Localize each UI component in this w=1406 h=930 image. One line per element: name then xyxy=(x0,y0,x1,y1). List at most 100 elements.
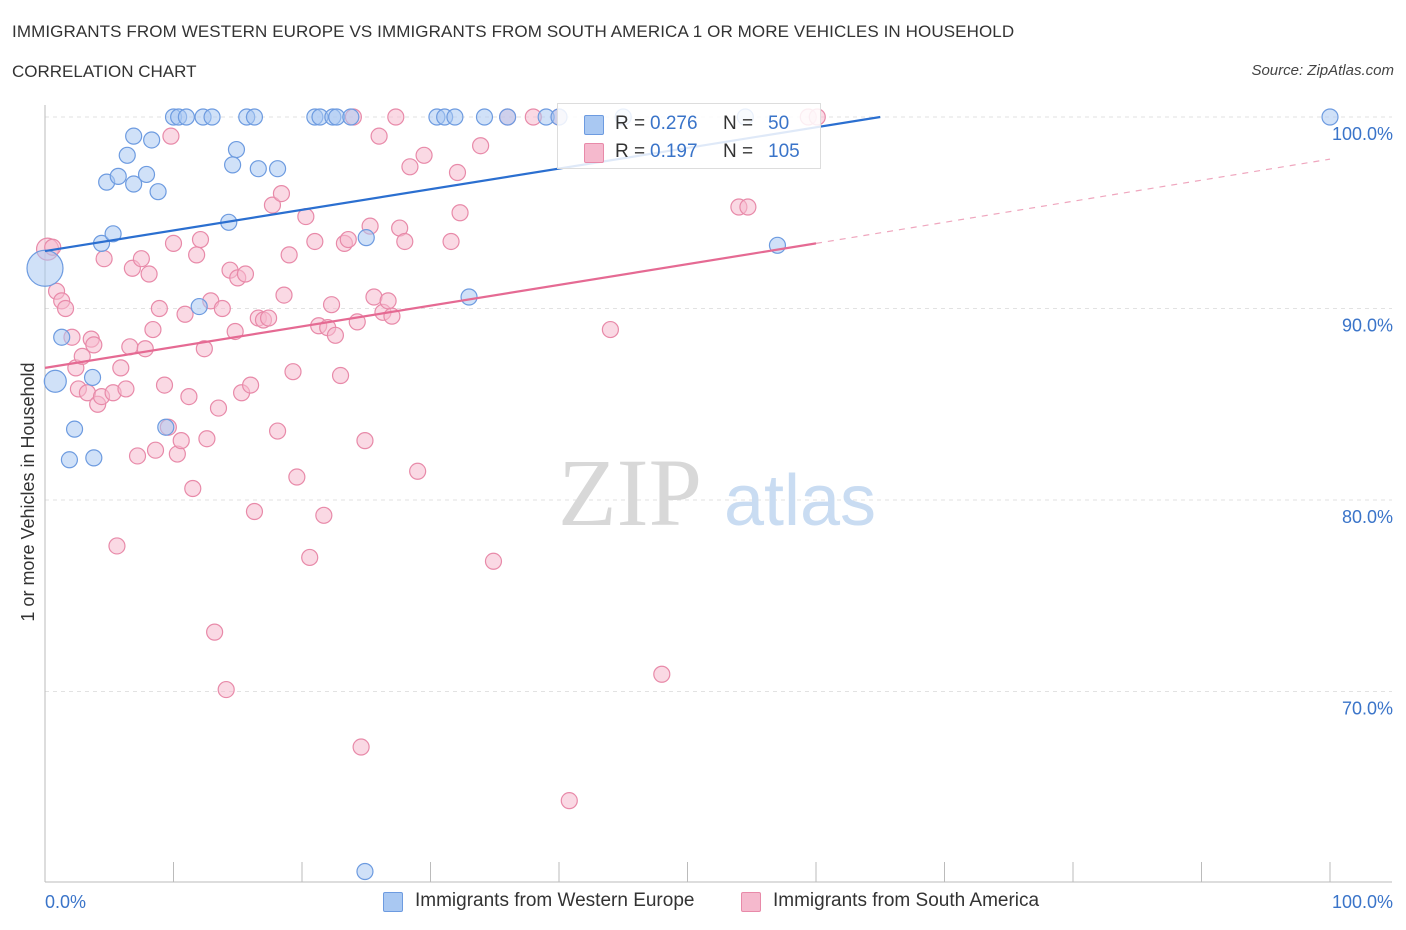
point-south-america xyxy=(409,462,427,480)
point-western-europe xyxy=(460,288,478,306)
point-south-america xyxy=(601,320,620,339)
legend-r-label: R = xyxy=(615,141,646,162)
point-south-america xyxy=(128,447,147,465)
point-western-europe xyxy=(268,160,287,178)
point-western-europe xyxy=(190,297,208,316)
point-south-america xyxy=(379,292,397,310)
point-western-europe xyxy=(143,131,161,149)
grid-layer xyxy=(45,116,1392,692)
y-tick-label: 70.0% xyxy=(1342,699,1393,719)
point-western-europe xyxy=(85,449,103,467)
watermark-zip: ZIP xyxy=(558,439,702,546)
trend-line-south-america xyxy=(44,242,817,369)
legend-swatch-south-america xyxy=(741,892,761,912)
point-south-america xyxy=(136,340,154,358)
point-south-america xyxy=(209,399,228,417)
point-western-europe xyxy=(342,108,360,126)
legend-n-label: N = xyxy=(723,113,754,134)
y-tick-label: 80.0% xyxy=(1342,507,1393,527)
legend-swatch-western-europe xyxy=(383,892,403,912)
legend-row-south-america: R = 0.197 N = 105 xyxy=(558,139,820,167)
point-south-america xyxy=(484,552,503,570)
point-south-america xyxy=(315,506,333,524)
legend-n-label: N = xyxy=(723,141,754,162)
point-western-europe xyxy=(137,165,156,184)
chart-title: IMMIGRANTS FROM WESTERN EUROPE VS IMMIGR… xyxy=(12,22,1015,41)
point-south-america xyxy=(132,250,150,268)
point-south-america xyxy=(180,387,198,406)
point-south-america xyxy=(140,265,158,283)
point-south-america xyxy=(339,230,357,249)
legend-r-value: 0.276 xyxy=(650,113,698,134)
point-south-america xyxy=(245,502,264,521)
y-axis-label: 1 or more Vehicles in Household xyxy=(18,362,38,621)
point-south-america xyxy=(415,146,433,164)
point-western-europe xyxy=(224,156,242,174)
point-western-europe xyxy=(177,108,195,126)
source-label: Source: ZipAtlas.com xyxy=(1251,62,1394,79)
legend-row-western-europe: R = 0.276 N = 50 xyxy=(558,111,820,139)
point-western-europe xyxy=(475,108,494,126)
point-south-america xyxy=(322,296,341,314)
watermark-atlas: atlas xyxy=(724,461,876,541)
point-western-europe xyxy=(356,862,374,881)
point-western-europe xyxy=(1321,108,1339,126)
point-western-europe xyxy=(249,160,267,178)
point-western-europe xyxy=(227,140,246,159)
point-south-america xyxy=(236,265,255,283)
point-south-america xyxy=(108,537,126,555)
y-tick-label: 100.0% xyxy=(1332,124,1393,144)
point-south-america xyxy=(560,792,578,810)
trend-extension-south-america xyxy=(815,158,1331,244)
point-south-america xyxy=(442,232,460,251)
point-south-america xyxy=(280,246,298,264)
point-south-america xyxy=(213,299,231,318)
point-western-europe xyxy=(499,108,517,126)
point-western-europe xyxy=(43,369,67,393)
point-south-america xyxy=(401,158,419,176)
point-western-europe xyxy=(118,146,136,164)
point-south-america xyxy=(162,127,180,145)
point-south-america xyxy=(56,299,75,318)
point-south-america xyxy=(387,108,405,126)
point-western-europe xyxy=(149,183,167,201)
point-western-europe xyxy=(26,249,64,287)
legend-label-south-america: Immigrants from South America xyxy=(773,890,1040,911)
point-south-america xyxy=(306,232,324,251)
point-south-america xyxy=(150,299,168,318)
point-south-america xyxy=(191,230,210,249)
point-south-america xyxy=(176,305,194,323)
point-south-america xyxy=(172,432,190,450)
point-western-europe xyxy=(83,368,102,387)
point-western-europe xyxy=(109,167,127,185)
point-south-america xyxy=(95,250,113,268)
point-south-america xyxy=(356,432,374,450)
point-south-america xyxy=(198,430,216,448)
legend-swatch-blue xyxy=(584,115,604,135)
point-south-america xyxy=(263,196,282,214)
point-south-america xyxy=(259,309,278,327)
point-south-america xyxy=(284,363,302,381)
axis-layer xyxy=(44,105,1392,883)
legend-n-value: 105 xyxy=(768,141,800,162)
points-layer xyxy=(26,108,1339,881)
point-south-america xyxy=(112,359,130,377)
legend-n-value: 50 xyxy=(768,113,790,134)
point-western-europe xyxy=(446,108,464,126)
chart-subtitle: CORRELATION CHART xyxy=(12,62,197,81)
x-tick-label: 0.0% xyxy=(45,892,86,912)
point-western-europe xyxy=(125,127,143,145)
point-western-europe xyxy=(157,418,175,436)
y-tick-label: 90.0% xyxy=(1342,316,1393,336)
point-western-europe xyxy=(65,420,84,438)
point-south-america xyxy=(146,441,165,459)
legend-label-western-europe: Immigrants from Western Europe xyxy=(415,890,695,911)
point-south-america xyxy=(288,468,306,486)
point-western-europe xyxy=(104,225,122,243)
point-south-america xyxy=(451,204,469,222)
point-south-america xyxy=(653,665,671,683)
point-western-europe xyxy=(53,328,71,346)
point-western-europe xyxy=(245,108,264,126)
point-south-america xyxy=(268,422,287,440)
